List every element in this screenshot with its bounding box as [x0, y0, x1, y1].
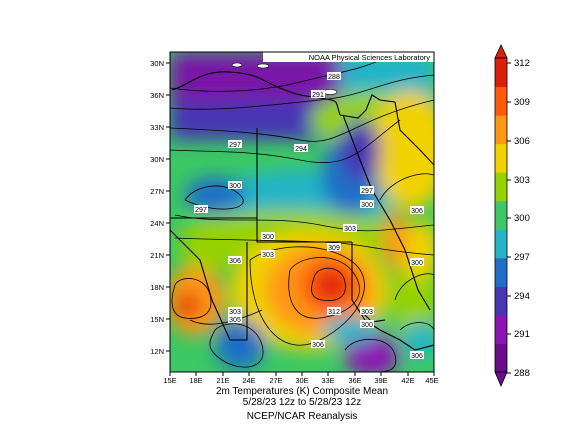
colorbar-label: 294	[514, 291, 530, 302]
lat-tick-label: 18N	[150, 283, 164, 292]
lon-tick-label: 33E	[321, 376, 334, 385]
lat-tick-label: 15N	[150, 315, 164, 324]
lon-tick-label: 27E	[269, 376, 282, 385]
contour-label: 303	[344, 226, 356, 233]
colorbar-segment	[495, 314, 507, 344]
colorbar-label: 312	[514, 58, 530, 69]
colorbar-segment	[495, 257, 507, 287]
contour-label: 306	[229, 258, 241, 265]
contour-labels: 288 291 297 294 300 297 297 300 306 300 …	[194, 72, 424, 360]
colorbar-segment	[495, 229, 507, 259]
colorbar-label: 303	[514, 175, 530, 186]
contour-label: 305	[229, 317, 241, 324]
colorbar-label: 291	[514, 329, 530, 340]
lat-axis: 30N 36N 33N 30N 27N 24N 21N 18N 15N 12N	[150, 59, 170, 356]
colorbar-label: 288	[514, 368, 530, 379]
contour-label: 306	[411, 353, 423, 360]
colorbar-segment	[495, 200, 507, 230]
contour-label: 300	[229, 183, 241, 190]
colorbar-labels: 312 309 306 303 300 297 294 291 288	[507, 58, 530, 379]
contour-label: 303	[262, 252, 274, 259]
lon-tick-label: 36E	[348, 376, 361, 385]
contour-label: 291	[312, 92, 324, 99]
contour-label: 300	[361, 202, 373, 209]
lon-tick-label: 30E	[295, 376, 308, 385]
contour-label: 300	[361, 322, 373, 329]
contour-label: 297	[229, 142, 241, 149]
contour-label: 300	[262, 234, 274, 241]
lon-axis: 15E 18E 21E 24E 27E 30E 33E 36E 39E 42E …	[163, 372, 439, 385]
colorbar-label: 309	[514, 97, 530, 108]
lon-tick-label: 45E	[425, 376, 438, 385]
colorbar-segment	[495, 172, 507, 202]
lon-tick-label: 21E	[216, 376, 229, 385]
caption-variable: 2m Temperatures (K) Composite Mean	[215, 386, 389, 397]
colorbar-label: 297	[514, 252, 530, 263]
lat-tick-label: 12N	[150, 347, 164, 356]
caption-source: NCEP/NCAR Reanalysis	[246, 411, 358, 422]
colorbar-label: 300	[514, 213, 530, 224]
contour-label: 294	[295, 146, 307, 153]
colorbar: 312 309 306 303 300 297 294 291 288	[494, 44, 530, 388]
contour-label: 288	[328, 74, 340, 81]
colorbar-label: 306	[514, 136, 530, 147]
colorbar-segment	[495, 343, 507, 373]
lon-tick-label: 42E	[401, 376, 414, 385]
colorbar-segment	[495, 286, 507, 316]
temperature-field: 288 291 297 294 300 297 297 300 306 300 …	[170, 52, 434, 372]
lat-tick-label: 30N	[150, 59, 164, 68]
credit-text: NOAA Physical Sciences Laboratory	[309, 53, 431, 62]
contour-label: 309	[328, 245, 340, 252]
lat-tick-label: 27N	[150, 187, 164, 196]
colorbar-segment	[495, 58, 507, 88]
contour-label: 297	[361, 188, 373, 195]
lat-tick-label: 30N	[150, 155, 164, 164]
lat-tick-label: 24N	[150, 219, 164, 228]
lon-tick-label: 24E	[242, 376, 255, 385]
contour-label: 303	[361, 309, 373, 316]
colorbar-top-triangle	[494, 44, 508, 59]
contour-label: 312	[328, 309, 340, 316]
lon-tick-label: 15E	[163, 376, 176, 385]
colorbar-segment	[495, 115, 507, 145]
colorbar-bottom-triangle	[494, 371, 508, 388]
contour-label: 303	[229, 309, 241, 316]
lat-tick-label: 33N	[150, 123, 164, 132]
contour-label: 297	[195, 207, 207, 214]
caption-dates: 5/28/23 12z to 5/28/23 12z	[242, 397, 362, 408]
lat-tick-label: 21N	[150, 251, 164, 260]
lat-tick-label: 36N	[150, 91, 164, 100]
lon-tick-label: 39E	[374, 376, 387, 385]
lon-tick-label: 18E	[189, 376, 202, 385]
colorbar-segment	[495, 143, 507, 173]
contour-label: 306	[411, 208, 423, 215]
contour-label: 300	[411, 260, 423, 267]
contour-label: 306	[312, 342, 324, 349]
colorbar-segment	[495, 86, 507, 116]
